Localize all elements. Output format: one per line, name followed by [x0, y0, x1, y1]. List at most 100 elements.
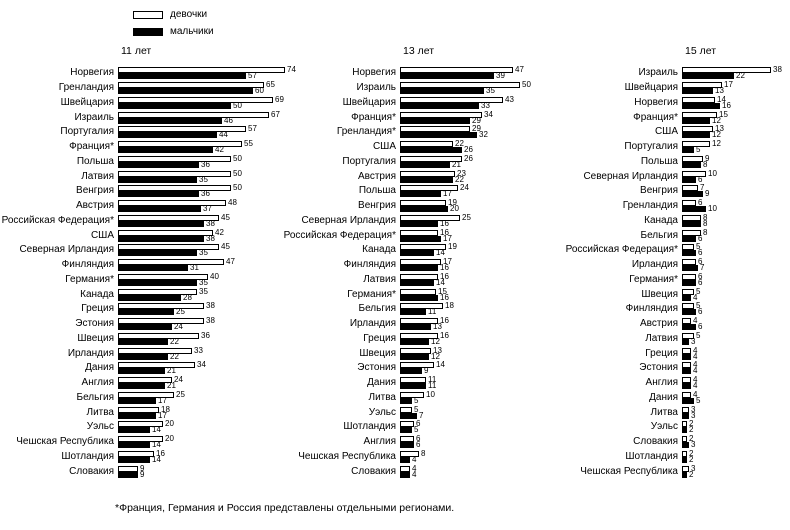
bar-pair: 10 6 [682, 169, 717, 183]
country-label: Дания [649, 391, 678, 403]
value-label: 2 [689, 425, 694, 435]
country-label: Венгрия [640, 185, 678, 197]
value-label: 12 [712, 139, 721, 149]
value-label: 6 [698, 277, 703, 287]
country-label: Швейцария [60, 96, 114, 108]
boys-bar [118, 368, 165, 375]
boys-bar [400, 235, 441, 242]
value-label: 36 [201, 189, 210, 199]
boys-bar [400, 147, 462, 154]
bar-pair: 25 17 [118, 389, 185, 404]
boys-bar [682, 132, 710, 139]
country-row: Гренландия* 29 32 [280, 125, 531, 140]
value-label: 35 [199, 286, 208, 296]
country-row: Израиль 50 35 [280, 81, 530, 96]
girls-bar [682, 436, 687, 443]
bar-pair: 16 13 [400, 317, 449, 331]
country-row: Финляндия 17 16 [280, 258, 531, 273]
boys-bar [118, 412, 156, 419]
country-label: Бельгия [76, 391, 115, 403]
country-row: Швеция 36 22 [0, 331, 296, 347]
girls-bar [682, 244, 694, 251]
girls-bar [682, 155, 703, 162]
girls-bar [682, 141, 710, 148]
country-row: Швейцария 43 33 [280, 95, 531, 111]
value-label: 14 [152, 440, 161, 450]
girls-bar [400, 406, 412, 413]
panel-age-15: 15 лет Израиль 38 22 Швейцария 17 13 Норвегия 1… [558, 42, 782, 479]
girls-bar [400, 377, 426, 384]
girls-bar [682, 465, 689, 472]
value-label: 35 [199, 277, 208, 287]
country-label: Латвия [363, 273, 396, 285]
value-label: 38 [773, 65, 782, 75]
bar-pair: 19 20 [400, 199, 459, 213]
girls-bar [682, 170, 706, 177]
bar-pair: 17 16 [400, 257, 452, 272]
country-row: Польша 50 36 [0, 154, 296, 170]
boys-bar [682, 206, 706, 213]
boys-bar [400, 117, 470, 124]
value-label: 9 [705, 153, 710, 163]
country-row: Польша 24 17 [280, 184, 531, 199]
bar-pair: 33 22 [118, 346, 203, 360]
girls-bar [682, 259, 696, 266]
value-label: 21 [167, 381, 176, 391]
girls-bar [400, 244, 446, 251]
country-label: Эстония [357, 362, 396, 374]
value-label: 17 [443, 257, 452, 267]
country-row: Латвия 50 35 [0, 169, 296, 184]
value-label: 7 [700, 183, 705, 193]
boys-bar [400, 88, 484, 95]
girls-bar [682, 406, 689, 413]
value-label: 3 [691, 440, 696, 450]
value-label: 10 [426, 389, 435, 399]
bar-pair: 38 22 [682, 65, 782, 80]
boys-bar [118, 88, 253, 95]
value-label: 8 [703, 218, 708, 228]
girls-bar [682, 377, 691, 384]
value-label: 6 [698, 271, 703, 281]
value-label: 14 [152, 425, 161, 435]
value-label: 25 [176, 389, 185, 399]
country-row: Израиль 67 46 [0, 110, 296, 125]
country-row: Дания 4 5 [558, 390, 782, 406]
country-row: Гренландия 6 10 [558, 199, 782, 214]
value-label: 16 [156, 448, 165, 458]
girls-bar [118, 391, 174, 398]
bar-pair: 47 39 [400, 66, 524, 80]
girls-bar [400, 450, 419, 457]
value-label: 40 [210, 271, 219, 281]
value-label: 17 [443, 189, 452, 199]
country-row: Дания 34 21 [0, 361, 296, 376]
country-row: Российская Федерация* 5 6 [558, 243, 782, 258]
country-label: Уэльс [650, 421, 678, 433]
value-label: 14 [152, 454, 161, 464]
girls-bar [400, 170, 455, 177]
boys-bar [400, 250, 434, 257]
value-label: 25 [176, 307, 185, 317]
country-label: Российская Федерация* [1, 214, 114, 226]
value-label: 45 [221, 242, 230, 252]
boys-bar [400, 383, 426, 390]
bar-pair: 38 25 [118, 302, 215, 317]
value-label: 45 [221, 212, 230, 222]
country-row: США 22 26 [280, 140, 531, 155]
value-label: 28 [183, 292, 192, 302]
boys-bar [118, 73, 246, 80]
country-row: США 42 38 [0, 228, 296, 243]
value-label: 2 [689, 469, 694, 479]
boys-bar [682, 353, 691, 360]
value-label: 2 [689, 454, 694, 464]
boys-bar [682, 383, 691, 390]
boys-bar [682, 220, 701, 227]
country-label: США [372, 141, 396, 153]
value-label: 5 [414, 404, 419, 414]
boys-bar [400, 397, 412, 404]
country-row: Греция 16 12 [280, 331, 531, 347]
boys-bar [682, 235, 696, 242]
country-label: Ирландия [349, 318, 396, 330]
country-label: Греция [363, 332, 396, 344]
country-row: Португалия 26 21 [280, 154, 531, 170]
